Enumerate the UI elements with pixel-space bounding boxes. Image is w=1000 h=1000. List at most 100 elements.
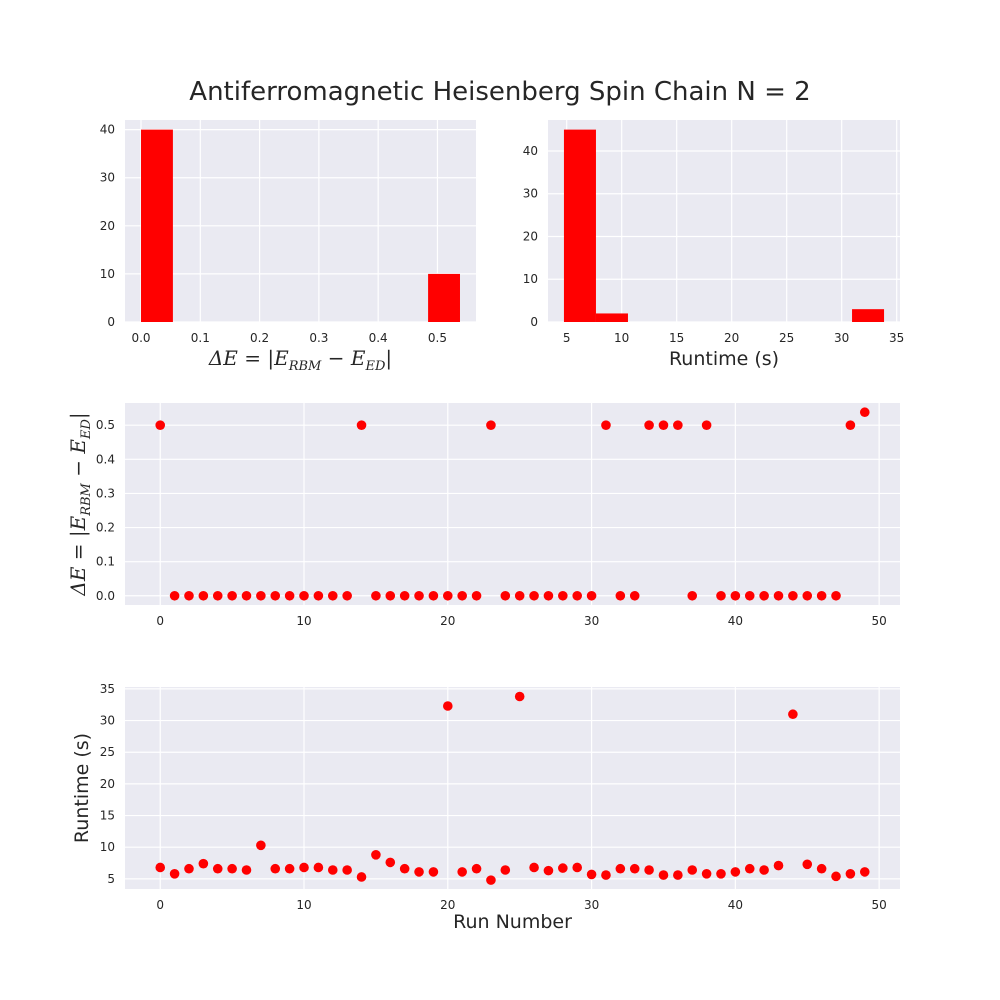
x-tick-label: 40	[728, 614, 743, 628]
data-point	[399, 863, 410, 874]
data-point	[816, 590, 827, 601]
data-point	[342, 590, 352, 601]
data-point	[198, 590, 209, 601]
data-point	[227, 863, 237, 874]
data-point	[313, 862, 324, 873]
x-tick-label: 0.0	[131, 331, 150, 345]
data-point	[212, 863, 223, 874]
x-tick-label: 0.5	[428, 331, 447, 345]
data-point	[859, 867, 870, 877]
data-point	[471, 590, 482, 601]
y-tick-label: 10	[100, 267, 115, 281]
data-point	[414, 590, 424, 601]
data-point	[802, 859, 813, 870]
data-point	[730, 590, 741, 601]
y-tick-label: 0.0	[96, 589, 115, 603]
y-tick-label: 25	[100, 745, 115, 759]
data-point	[529, 590, 539, 601]
y-tick-label: 35	[100, 682, 115, 696]
data-point	[371, 850, 381, 860]
x-axis-label: ΔE = |ERBM − EED|	[208, 346, 392, 374]
x-tick-label: 40	[728, 898, 743, 912]
data-point	[701, 869, 712, 879]
data-point	[270, 590, 281, 601]
data-point	[615, 590, 626, 601]
data-point	[428, 590, 439, 601]
data-point	[831, 590, 841, 601]
x-tick-label: 0.2	[250, 331, 269, 345]
data-point	[500, 865, 511, 875]
data-point	[169, 869, 180, 879]
data-point	[155, 420, 166, 430]
data-point	[558, 590, 568, 601]
data-point	[514, 590, 525, 601]
x-tick-label: 10	[614, 331, 629, 345]
data-point	[730, 867, 741, 877]
data-point	[572, 862, 583, 873]
data-point	[399, 590, 410, 601]
y-tick-label: 20	[100, 777, 115, 791]
x-axis-label-prefix: ΔE = |E	[208, 346, 289, 371]
data-point	[759, 865, 769, 875]
x-axis-label: Runtime (s)	[669, 348, 779, 370]
data-point	[284, 863, 295, 874]
gridlines	[125, 403, 900, 605]
y-tick-label: 0.5	[96, 418, 115, 432]
data-point	[629, 863, 640, 874]
x-tick-label: 0.4	[369, 331, 388, 345]
y-tick-label: 10	[523, 272, 538, 286]
x-tick-label: 15	[669, 331, 684, 345]
data-point	[773, 860, 784, 871]
x-tick-label: 35	[889, 331, 904, 345]
y-axis-label-prefix: ΔE = |E	[66, 515, 91, 596]
data-point	[802, 590, 813, 601]
data-point	[299, 590, 309, 601]
data-point	[442, 590, 453, 601]
y-axis-label-mid: − E	[66, 439, 90, 483]
data-point	[256, 840, 266, 851]
x-axis-label: Run Number	[453, 911, 572, 933]
data-point	[716, 590, 726, 601]
x-tick-label: 0	[156, 614, 164, 628]
x-tick-label: 20	[440, 898, 455, 912]
y-tick-label: 0.1	[96, 555, 115, 569]
data-point	[788, 709, 798, 720]
data-point	[486, 420, 496, 430]
data-point	[414, 867, 424, 877]
y-tick-label: 10	[100, 840, 115, 854]
y-axis-label-sub1: RBM	[79, 482, 94, 516]
y-tick-label: 20	[523, 229, 538, 243]
y-tick-label: 30	[100, 714, 115, 728]
y-tick-label: 20	[100, 219, 115, 233]
data-point	[184, 863, 194, 874]
histogram-bar	[852, 309, 885, 322]
data-point	[673, 870, 683, 880]
data-point	[256, 590, 266, 601]
data-point	[385, 857, 396, 868]
data-point	[457, 590, 467, 601]
data-point	[816, 863, 827, 874]
y-tick-label: 5	[107, 872, 115, 886]
y-tick-label: 0	[530, 315, 538, 329]
data-point	[428, 867, 439, 877]
x-tick-label: 25	[779, 331, 794, 345]
data-point	[543, 590, 554, 601]
data-point	[831, 871, 841, 882]
data-point	[744, 863, 755, 874]
x-tick-label: 30	[584, 614, 599, 628]
data-point	[284, 590, 295, 601]
data-point	[371, 590, 381, 601]
x-axis-label-sub1: RBM	[288, 359, 322, 374]
gridlines	[125, 687, 900, 889]
data-point	[356, 420, 367, 430]
y-axis-label: Runtime (s)	[71, 733, 93, 843]
x-axis-label-suffix: |	[385, 346, 392, 371]
y-axis-label-suffix: |	[66, 412, 91, 419]
plot-area	[548, 120, 900, 322]
data-point	[601, 870, 611, 880]
y-tick-label: 30	[523, 187, 538, 201]
x-axis-label-sub2: ED	[364, 359, 385, 374]
chart-scatter_energy: 0 10 20 30 40 50 0.0 0.1 0.2 0.3 0.4 0.5ΔE = |ERBM …	[66, 403, 900, 628]
data-point	[658, 420, 669, 430]
